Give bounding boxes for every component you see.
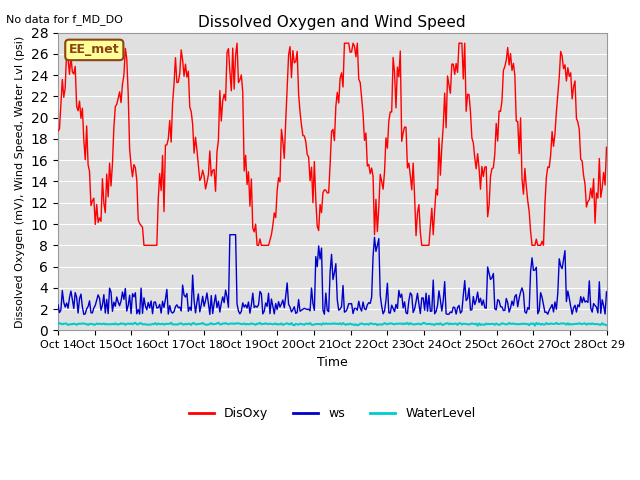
Text: EE_met: EE_met bbox=[69, 43, 120, 57]
Text: No data for f_MD_DO: No data for f_MD_DO bbox=[6, 14, 124, 25]
Title: Dissolved Oxygen and Wind Speed: Dissolved Oxygen and Wind Speed bbox=[198, 15, 466, 30]
Y-axis label: Dissolved Oxygen (mV), Wind Speed, Water Lvl (psi): Dissolved Oxygen (mV), Wind Speed, Water… bbox=[15, 36, 25, 328]
X-axis label: Time: Time bbox=[317, 356, 348, 369]
Legend: DisOxy, ws, WaterLevel: DisOxy, ws, WaterLevel bbox=[184, 402, 481, 425]
